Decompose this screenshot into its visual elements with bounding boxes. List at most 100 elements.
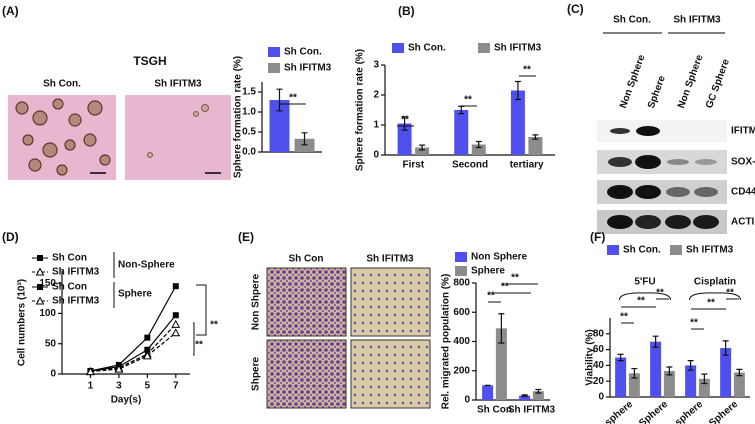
legend-label: Sh Con	[52, 253, 87, 264]
x-tick-label: Non-sphere	[585, 399, 635, 424]
error-bar	[701, 373, 708, 385]
blot-lane: Non Sphere	[618, 53, 648, 110]
group-label: Cisplatin	[694, 277, 736, 288]
bar	[495, 328, 507, 400]
legend-swatch	[607, 245, 619, 255]
bar	[471, 144, 486, 155]
error-bar	[736, 368, 743, 377]
y-tick-label: 1	[373, 120, 379, 131]
y-tick-label: 0	[373, 150, 379, 161]
legend-group: Non-Sphere	[118, 260, 175, 271]
y-axis-label: Rel. migrated population (%)	[441, 274, 452, 410]
significance-bracket	[193, 322, 195, 356]
legend-marker	[37, 284, 43, 290]
y-tick-label: 400	[453, 336, 470, 347]
x-tick-label: First	[402, 160, 424, 171]
x-tick-label: Sh Con	[477, 405, 512, 416]
image-column: Sh IFITM3	[366, 254, 414, 265]
x-tick-label: Sphere	[707, 399, 740, 424]
panel-label: (D)	[2, 230, 19, 244]
line	[90, 285, 177, 372]
y-axis-label: Viability (%)	[585, 329, 596, 386]
bar	[685, 365, 697, 397]
y-tick-label: 20	[593, 376, 605, 387]
panel-label: (B)	[398, 4, 415, 18]
image-column: Sh Con	[289, 254, 324, 265]
panel-label: (E)	[238, 230, 254, 244]
y-tick-label: 3	[373, 60, 379, 71]
bar	[269, 100, 290, 152]
x-tick-label: 7	[173, 381, 179, 392]
micrograph-sh-con	[8, 95, 116, 180]
legend-label: Sphere	[471, 266, 505, 277]
significance: **	[501, 282, 509, 293]
bar	[510, 90, 525, 155]
group-label: 5'FU	[634, 277, 655, 288]
significance: **	[511, 273, 519, 284]
legend-label: Sh IFITM3	[494, 43, 542, 54]
bar	[733, 372, 745, 397]
blot-protein: CD44	[731, 187, 755, 198]
y-tick-label: 0.0	[242, 147, 256, 158]
significance: **	[289, 93, 297, 104]
error-bar	[687, 360, 694, 371]
error-bar	[631, 367, 638, 379]
error-bar	[532, 134, 539, 140]
micrograph-sh-ifitm3	[125, 95, 231, 180]
significance: **	[656, 288, 664, 299]
line	[90, 323, 177, 373]
significance: **	[464, 95, 472, 106]
significance: **	[620, 312, 628, 323]
western-blot	[597, 32, 727, 234]
x-axis-label: Day(s)	[111, 395, 142, 406]
blot-lane: Non Sphere	[676, 53, 706, 110]
error-bar	[276, 88, 283, 112]
legend-marker	[35, 267, 45, 276]
legend-marker	[37, 255, 43, 261]
error-bar	[475, 140, 482, 149]
bar	[482, 385, 494, 400]
y-tick-label: 100	[39, 308, 56, 319]
y-tick-label: 0	[598, 392, 604, 403]
y-tick-label: 0	[50, 369, 56, 380]
x-tick-label: Second	[452, 160, 488, 171]
significance: **	[487, 291, 495, 302]
legend-label: Sh IFITM3	[52, 267, 100, 278]
error-bar	[514, 80, 521, 101]
bar	[532, 391, 544, 400]
y-tick-label: 60	[593, 344, 605, 355]
image-row: Non Shpere	[251, 274, 262, 331]
bar	[663, 370, 675, 397]
significance: **	[726, 288, 734, 299]
significance: **	[690, 318, 698, 329]
y-tick-label: 150	[39, 278, 56, 289]
x-tick-label: 1	[88, 381, 94, 392]
y-axis-label: Sphere formation rate (%)	[233, 56, 244, 178]
blot-lane: GC Sphere	[704, 57, 732, 110]
legend-group: Sphere	[118, 289, 152, 300]
legend-swatch	[670, 245, 682, 255]
image-label: Sh IFITM3	[154, 79, 202, 90]
point	[171, 319, 181, 328]
legend-marker	[35, 296, 45, 305]
blot-group: Sh Con.	[613, 15, 651, 26]
migration-images	[266, 267, 431, 409]
point	[142, 351, 152, 360]
blot-protein: ACTIN	[731, 217, 755, 228]
line	[90, 314, 177, 372]
y-tick-label: 80	[593, 328, 605, 339]
y-tick-label: 800	[453, 278, 470, 289]
panel-label: (C)	[567, 2, 584, 16]
legend-swatch	[392, 43, 404, 53]
legend-swatch	[268, 47, 280, 57]
y-tick-label: 200	[453, 365, 470, 376]
bar	[720, 348, 732, 397]
significance: **	[401, 115, 409, 126]
y-tick-label: 1.0	[242, 107, 256, 118]
group-brace	[619, 292, 671, 301]
legend-label: Sh IFITM3	[686, 245, 734, 256]
error-bar	[301, 132, 308, 146]
x-tick-label: Sh IFITM3	[508, 405, 556, 416]
